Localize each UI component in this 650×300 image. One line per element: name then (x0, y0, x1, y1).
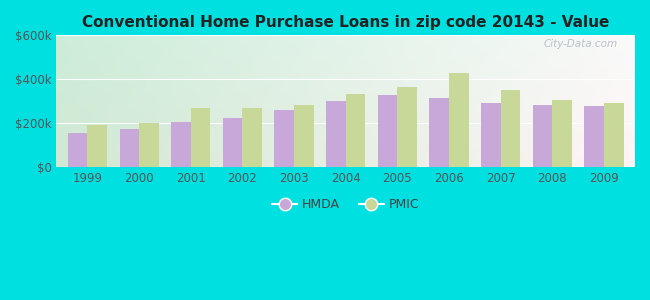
Bar (552, 100, 572, 167)
Bar (430, 98, 449, 167)
Bar (481, 103, 500, 167)
Bar (533, 105, 552, 167)
Bar (584, 106, 604, 167)
Bar (120, 129, 139, 167)
Bar (68, 133, 88, 167)
Bar (604, 103, 623, 167)
Bar (274, 110, 294, 167)
Text: City-Data.com: City-Data.com (543, 39, 618, 49)
Bar (88, 125, 107, 167)
Bar (397, 87, 417, 167)
Bar (500, 90, 521, 167)
Legend: HMDA, PMIC: HMDA, PMIC (267, 194, 424, 216)
Bar (346, 94, 365, 167)
Bar (171, 122, 191, 167)
Bar (326, 101, 346, 167)
Bar (191, 108, 211, 167)
Bar (294, 105, 314, 167)
Bar (223, 118, 242, 167)
Title: Conventional Home Purchase Loans in zip code 20143 - Value: Conventional Home Purchase Loans in zip … (82, 15, 610, 30)
Bar (242, 108, 262, 167)
Bar (378, 95, 397, 167)
Bar (139, 123, 159, 167)
Bar (449, 73, 469, 167)
